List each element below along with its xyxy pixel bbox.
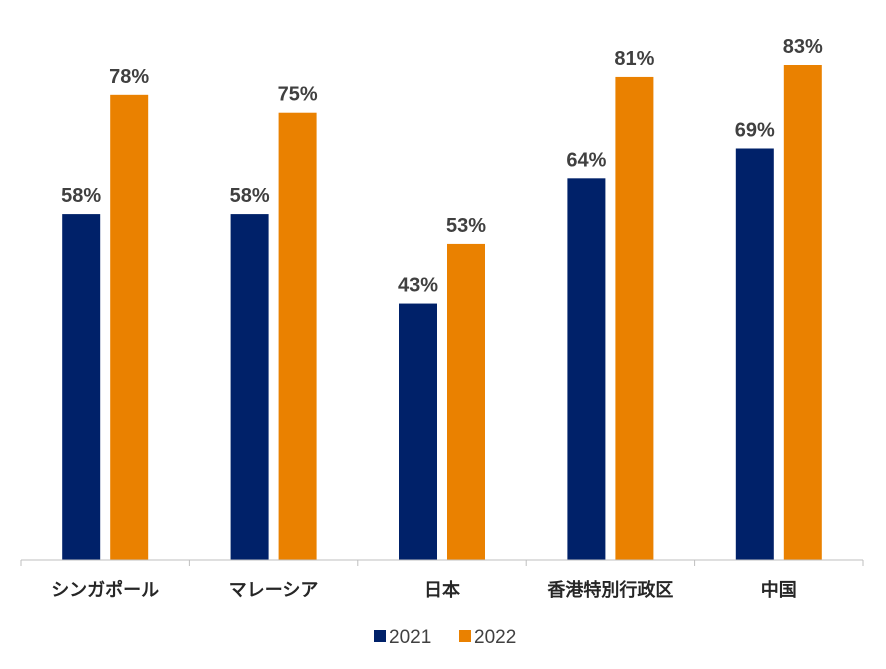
data-label-2021-1: 58% <box>230 185 270 207</box>
bar-2022-0 <box>110 94 149 560</box>
bar-2021-4 <box>735 148 774 561</box>
bar-2021-1 <box>230 214 269 561</box>
data-label-2022-1: 75% <box>278 84 318 106</box>
category-label: マレーシア <box>229 580 319 601</box>
data-label-2021-0: 58% <box>61 185 101 207</box>
data-label-2021-2: 43% <box>398 275 438 297</box>
bar-2021-0 <box>62 214 101 561</box>
legend-swatch-2022 <box>459 630 471 642</box>
bar-2021-2 <box>399 303 437 560</box>
bar-2022-3 <box>615 76 654 561</box>
bar-2021-3 <box>567 178 606 561</box>
category-label: 日本 <box>424 579 460 601</box>
data-label-2022-3: 81% <box>614 48 654 70</box>
data-label-2022-2: 53% <box>446 215 486 237</box>
legend-label-2021: 2021 <box>389 627 431 648</box>
legend-label-2022: 2022 <box>474 627 516 648</box>
category-label: シンガポール <box>51 579 159 601</box>
data-label-2021-4: 69% <box>735 119 775 141</box>
data-label-2022-0: 78% <box>109 66 149 88</box>
bar-2022-4 <box>783 65 822 560</box>
category-label: 香港特別行政区 <box>546 579 673 601</box>
x-axis-ticks <box>20 560 864 566</box>
category-label: 中国 <box>761 579 797 601</box>
data-label-2022-4: 83% <box>783 36 823 58</box>
bar-2022-1 <box>278 112 317 560</box>
legend-swatch-2021 <box>374 630 386 642</box>
data-labels-group: 58% 78% 58% 75% 43% 53% 64% 81% 69% 83% <box>61 36 823 297</box>
bars-group <box>62 65 822 561</box>
bar-2022-2 <box>447 243 485 561</box>
category-labels-group: シンガポール マレーシア 日本 香港特別行政区 中国 <box>51 579 797 601</box>
data-label-2021-3: 64% <box>566 149 606 171</box>
legend: 2021 2022 <box>374 627 516 648</box>
